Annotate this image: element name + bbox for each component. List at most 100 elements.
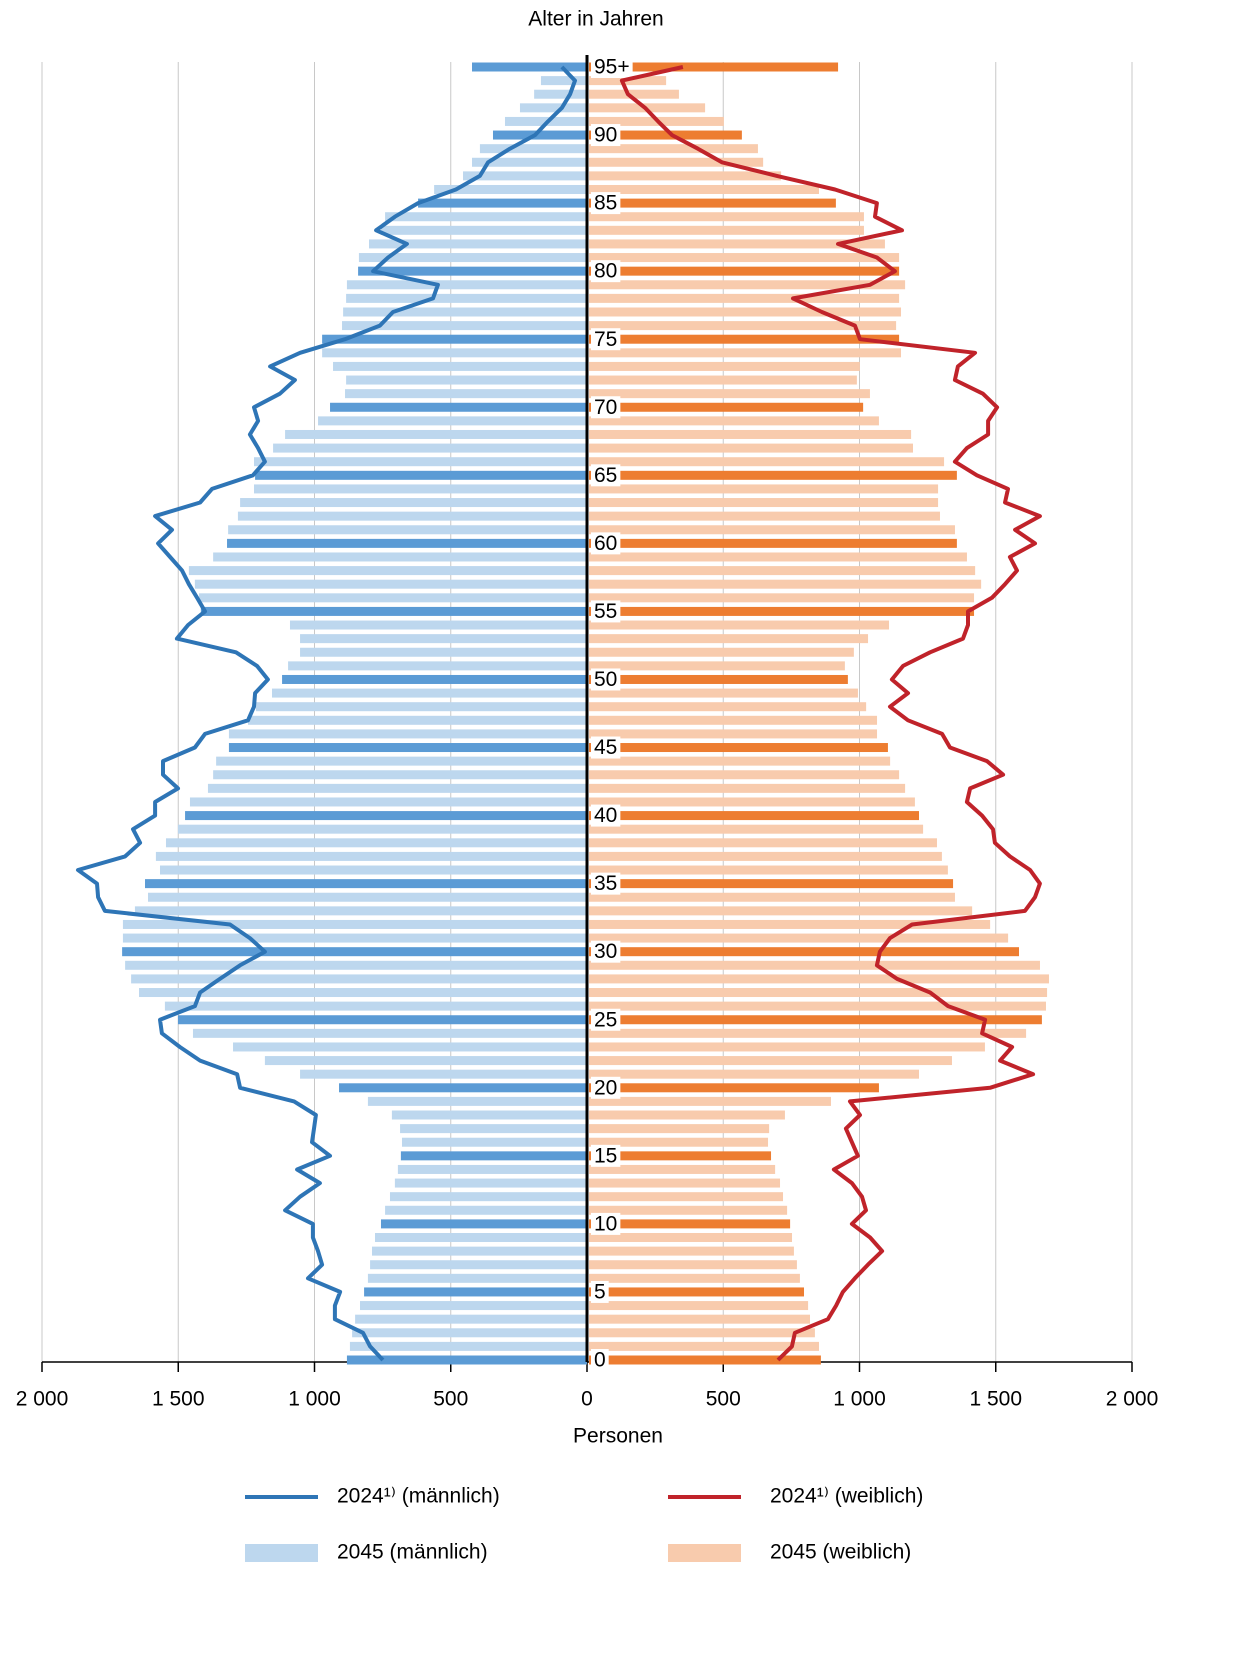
bar xyxy=(122,933,588,943)
bar xyxy=(589,715,878,725)
bar xyxy=(589,307,902,317)
bar xyxy=(589,879,954,889)
bar xyxy=(589,1096,831,1106)
bar xyxy=(589,157,764,167)
line xyxy=(76,65,577,1362)
bar xyxy=(349,1341,587,1351)
bar xyxy=(164,1001,587,1011)
bar xyxy=(589,429,912,439)
age-label: 95+ xyxy=(594,56,630,79)
bar xyxy=(139,988,587,998)
bar xyxy=(589,1301,809,1311)
bar xyxy=(322,334,587,344)
bar xyxy=(228,743,587,753)
bar xyxy=(540,76,587,86)
bar xyxy=(391,1110,587,1120)
bar xyxy=(282,674,587,684)
bar xyxy=(589,1151,772,1161)
age-label-bg xyxy=(591,872,621,895)
bar xyxy=(589,824,924,834)
bar xyxy=(125,960,588,970)
bar xyxy=(589,1069,919,1079)
bar xyxy=(374,1233,587,1243)
bar xyxy=(248,715,587,725)
bar xyxy=(589,389,870,399)
bar xyxy=(155,851,587,861)
bar xyxy=(519,103,587,113)
age-label-bg xyxy=(591,1212,621,1235)
bar xyxy=(589,538,957,548)
bar xyxy=(589,620,890,630)
bar xyxy=(589,702,867,712)
age-label-bg xyxy=(591,1008,621,1031)
bar xyxy=(389,1192,587,1202)
bar xyxy=(434,184,587,194)
age-label: 60 xyxy=(594,532,617,555)
bar xyxy=(589,906,973,916)
bar xyxy=(534,89,587,99)
age-label-bg xyxy=(591,804,621,827)
age-label: 45 xyxy=(594,736,617,759)
bar xyxy=(358,253,587,263)
age-label: 50 xyxy=(594,668,617,691)
bar xyxy=(589,1273,800,1283)
bar xyxy=(589,1260,797,1270)
bar xyxy=(346,375,587,385)
bar xyxy=(271,688,587,698)
bar xyxy=(589,253,900,263)
bar xyxy=(227,538,587,548)
bar xyxy=(589,1192,784,1202)
bar xyxy=(589,811,919,821)
x-tick-label: 1 500 xyxy=(969,1388,1022,1411)
bar xyxy=(589,634,869,644)
legend-swatch xyxy=(245,1544,318,1562)
age-label-bg xyxy=(591,668,621,691)
bar xyxy=(589,62,839,72)
bar xyxy=(322,348,587,358)
bar xyxy=(418,198,587,208)
bar xyxy=(318,416,587,426)
bar xyxy=(589,606,975,616)
age-label: 5 xyxy=(594,1280,606,1303)
bar xyxy=(463,171,587,181)
bar xyxy=(589,1178,781,1188)
x-tick-label: 1 500 xyxy=(152,1388,205,1411)
bar xyxy=(589,171,782,181)
bar xyxy=(355,1314,587,1324)
bar xyxy=(589,1015,1042,1025)
bar xyxy=(589,334,900,344)
bar xyxy=(589,947,1020,957)
bar xyxy=(148,892,587,902)
age-label: 40 xyxy=(594,804,617,827)
bar xyxy=(589,1042,985,1052)
bar xyxy=(589,579,982,589)
bar xyxy=(370,1260,587,1270)
bar xyxy=(343,307,587,317)
x-tick-label: 0 xyxy=(581,1388,593,1411)
bar xyxy=(589,1219,791,1229)
bar xyxy=(228,525,587,535)
bar xyxy=(346,1355,587,1365)
age-label: 15 xyxy=(594,1144,617,1167)
bar xyxy=(165,838,588,848)
x-tick-label: 2 000 xyxy=(1106,1388,1159,1411)
bar xyxy=(216,756,587,766)
legend-label: 2045 (weiblich) xyxy=(770,1541,911,1564)
bar xyxy=(380,1219,587,1229)
age-label: 65 xyxy=(594,464,617,487)
x-tick-label: 2 000 xyxy=(16,1388,69,1411)
bar xyxy=(364,1287,587,1297)
age-label-bg xyxy=(591,396,621,419)
age-label: 75 xyxy=(594,328,617,351)
bar xyxy=(288,661,587,671)
bar xyxy=(589,525,955,535)
age-label-bg xyxy=(591,1076,621,1099)
bar xyxy=(300,1069,587,1079)
bar xyxy=(589,593,975,603)
bar xyxy=(589,498,939,508)
age-label: 55 xyxy=(594,600,617,623)
legend-label: 2024¹⁾ (weiblich) xyxy=(770,1485,923,1508)
age-label: 10 xyxy=(594,1212,617,1235)
bar xyxy=(254,457,587,467)
bar xyxy=(300,647,587,657)
